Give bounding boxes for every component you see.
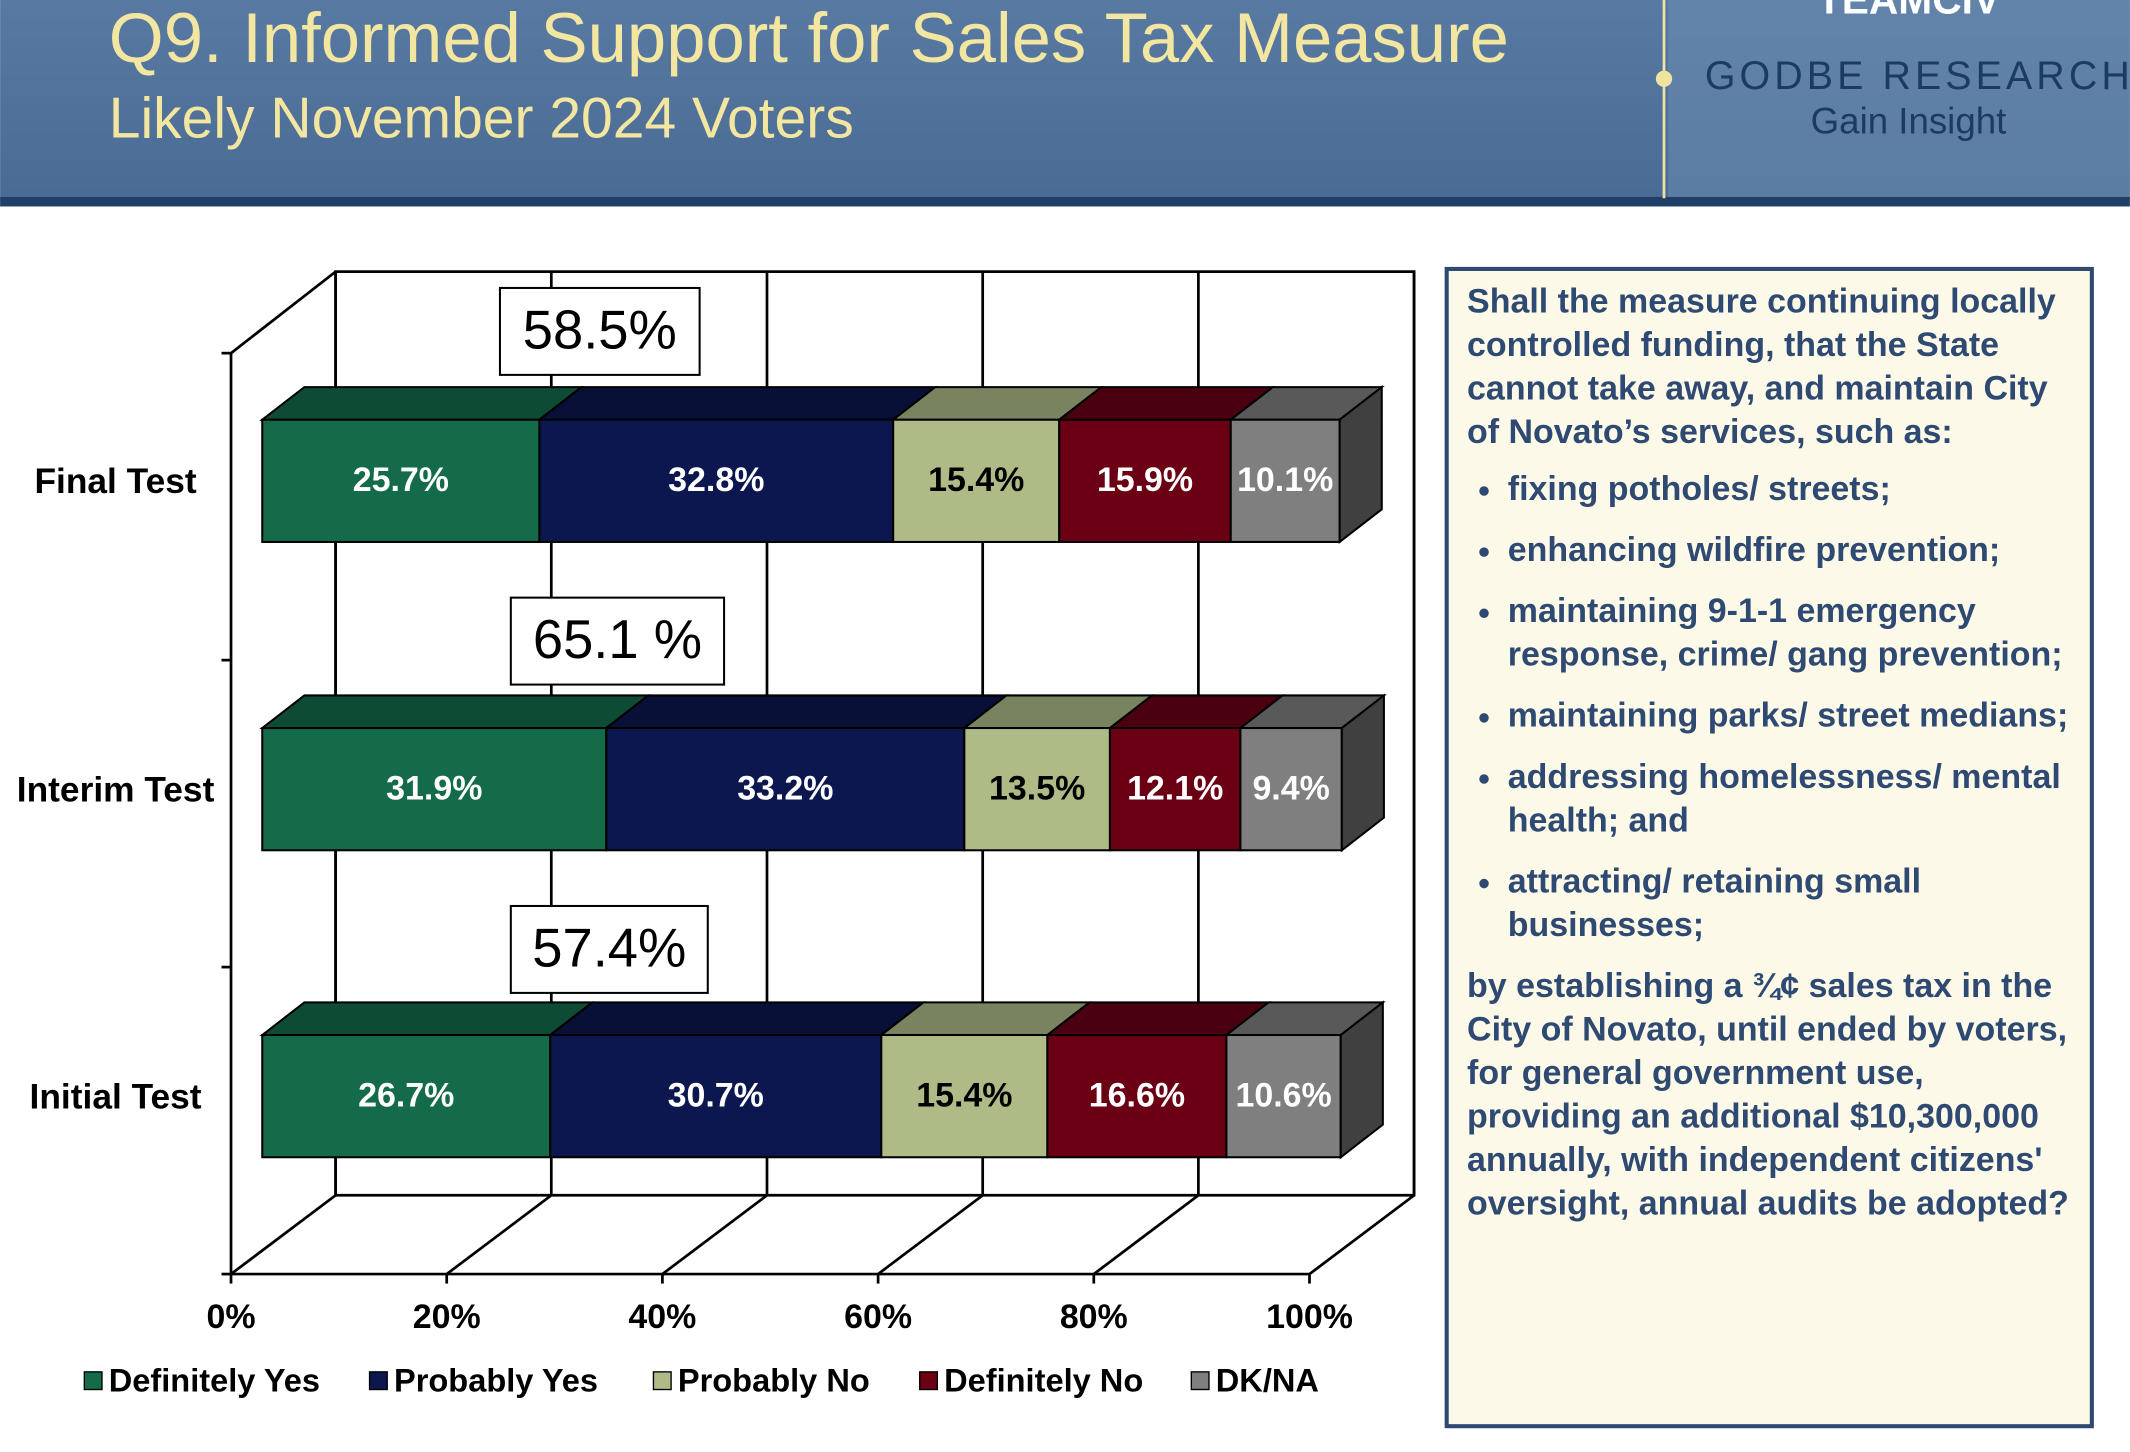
floor-line: [877, 1194, 984, 1276]
bar-side: [1338, 385, 1383, 545]
side-intro: Shall the measure continuing locally con…: [1467, 282, 2056, 451]
side-bullet: addressing homelessness/ mental health; …: [1508, 755, 2081, 842]
left-wall-edge: [230, 270, 337, 355]
data-label: 25.7%: [353, 461, 449, 499]
bar: [261, 1033, 552, 1159]
chart: 0% 20% 40% 60% 80% 100% 25.7% 32.8% 15.4% 15.9% 10…: [14, 270, 1416, 1398]
category-label-wrap: Interim Test: [14, 735, 218, 844]
data-label: 9.4%: [1252, 769, 1329, 807]
bar: [261, 418, 541, 543]
annotation-box: [509, 596, 726, 686]
bar-top: [536, 386, 939, 421]
data-label: 32.8%: [668, 461, 764, 499]
bar-side: [1340, 693, 1385, 853]
bar: [549, 1033, 883, 1159]
bar: [605, 727, 966, 852]
data-label: 12.1%: [1127, 769, 1223, 807]
header-stripe: [0, 196, 2130, 207]
bar: [880, 1033, 1049, 1159]
bar-side: [1339, 1000, 1384, 1160]
bar-top: [259, 386, 585, 421]
title: Q9. Informed Support for Sales Tax Measu…: [109, 0, 1509, 77]
category-label: Initial Test: [29, 1075, 202, 1116]
data-label: 13.5%: [989, 769, 1085, 807]
legend-swatch: [918, 1371, 939, 1391]
bar-top: [547, 1001, 927, 1037]
logo-dot: [1655, 70, 1673, 87]
bar: [1046, 1033, 1228, 1159]
side-bullets: fixing potholes/ streets; enhancing wildf…: [1467, 467, 2081, 946]
x-tick-label: 20%: [413, 1298, 481, 1336]
side-box: [1444, 266, 2094, 1429]
side-bullet: maintaining 9-1-1 emergency response, cr…: [1508, 589, 2081, 676]
bar: [538, 418, 895, 543]
annotation: 57.4%: [532, 918, 686, 979]
data-label: 26.7%: [358, 1076, 454, 1114]
bar-top: [259, 694, 652, 730]
x-tick-label: 60%: [844, 1298, 912, 1336]
data-label: 15.9%: [1097, 461, 1193, 499]
legend-swatch: [83, 1371, 103, 1391]
bar: [1108, 727, 1242, 852]
x-tick-label: 40%: [628, 1298, 696, 1336]
data-label: 10.6%: [1235, 1076, 1331, 1114]
floor-line: [230, 1194, 337, 1276]
side-closing: by establishing a ¾¢ sales tax in the Ci…: [1467, 967, 2069, 1223]
x-tick-label: 80%: [1060, 1298, 1128, 1336]
logo-tagline: Gain Insight: [1811, 100, 2007, 141]
data-label: 30.7%: [668, 1076, 764, 1114]
floor-line: [1092, 1194, 1200, 1276]
bar: [1239, 727, 1343, 852]
logo-name: GODBE RESEARCH: [1705, 54, 2130, 98]
legend-swatch: [1190, 1371, 1210, 1391]
data-label: 15.4%: [928, 461, 1024, 499]
data-label: 33.2%: [737, 769, 833, 807]
category-label: Final Test: [34, 459, 197, 501]
bar-top: [603, 694, 1010, 730]
category-label-box: Interim Test: [14, 735, 218, 844]
bar-top: [259, 1001, 596, 1037]
side-bullet: enhancing wildfire prevention;: [1508, 528, 2081, 571]
legend-label: Definitely Yes: [109, 1361, 320, 1398]
annotation: 65.1 %: [533, 609, 702, 670]
annotation-box: [509, 904, 709, 994]
floor-line: [1308, 1194, 1415, 1276]
legend-label: Definitely No: [944, 1361, 1143, 1398]
subtitle: Likely November 2024 Voters: [109, 86, 854, 150]
logo-top: TEAMCIV: [1817, 0, 2000, 22]
bar: [1058, 418, 1232, 543]
category-label-wrap: Final Test: [14, 426, 218, 535]
x-tick-label: 0%: [206, 1298, 255, 1336]
x-tick-label: 100%: [1266, 1298, 1353, 1336]
category-label-wrap: Initial Test: [14, 1042, 218, 1151]
legend-label: Probably No: [678, 1361, 870, 1398]
side-text: Shall the measure continuing locally con…: [1467, 280, 2081, 1225]
bar: [892, 418, 1061, 543]
category-label-box: Final Test: [14, 426, 218, 535]
legend-swatch: [368, 1371, 388, 1391]
side-bullet: maintaining parks/ street medians;: [1508, 694, 2081, 737]
data-label: 15.4%: [916, 1076, 1012, 1114]
logo-panel: [1668, 0, 2130, 199]
floor-line: [661, 1194, 768, 1276]
data-label: 31.9%: [386, 769, 482, 807]
category-label: Interim Test: [16, 768, 215, 809]
side-bullet: fixing potholes/ streets;: [1508, 467, 2081, 510]
side-bullet: attracting/ retaining small businesses;: [1508, 860, 2081, 947]
bar: [261, 727, 608, 852]
annotation: 58.5%: [523, 299, 677, 360]
data-label: 16.6%: [1089, 1076, 1185, 1114]
legend-swatch: [652, 1371, 672, 1391]
side-box-content: Shall the measure continuing locally con…: [1467, 280, 2081, 1421]
floor-line: [445, 1194, 553, 1276]
legend-label: DK/NA: [1216, 1361, 1319, 1398]
annotation-box: [498, 286, 701, 376]
bar: [963, 727, 1111, 852]
data-label: 10.1%: [1237, 461, 1333, 499]
category-label-box: Initial Test: [14, 1042, 218, 1151]
bar: [1229, 418, 1341, 543]
legend-label: Probably Yes: [394, 1361, 598, 1398]
